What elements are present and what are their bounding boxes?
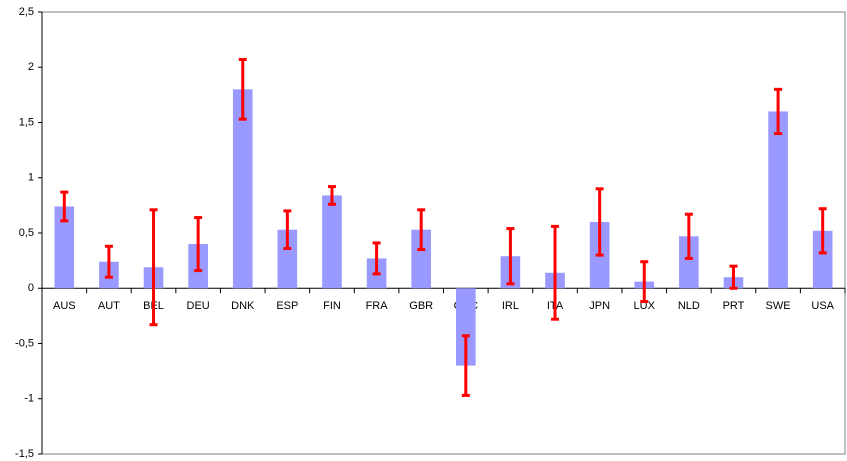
x-tick-label: SWE <box>766 300 791 312</box>
error-bar <box>238 58 247 121</box>
x-tick-label: IRL <box>502 300 519 312</box>
error-bar <box>149 208 158 327</box>
error-bar <box>60 190 69 223</box>
y-tick-label: 2,5 <box>19 6 34 18</box>
error-bar <box>104 244 113 279</box>
error-bar <box>417 208 426 252</box>
x-tick-label: FRA <box>366 300 389 312</box>
error-bar <box>729 264 738 290</box>
y-tick-label: 1,5 <box>19 116 34 128</box>
y-tick-label: 0 <box>28 282 34 294</box>
x-tick-label: PRT <box>723 300 745 312</box>
x-tick-label: DEU <box>187 300 210 312</box>
y-tick-label: 0,5 <box>19 227 34 239</box>
error-bar <box>283 209 292 250</box>
y-tick-label: -1 <box>24 393 34 405</box>
bar <box>679 236 699 289</box>
error-bar <box>461 334 470 397</box>
x-tick-label: NLD <box>678 300 700 312</box>
x-tick-label: LUX <box>634 300 656 312</box>
error-bar <box>684 212 693 260</box>
error-bar <box>194 216 203 273</box>
error-bar <box>551 224 560 321</box>
error-bar <box>327 185 336 206</box>
x-tick-label: USA <box>811 300 834 312</box>
x-tick-label: FIN <box>323 300 341 312</box>
error-bar <box>372 241 381 276</box>
x-tick-label: JPN <box>589 300 610 312</box>
x-tick-label: DNK <box>231 300 255 312</box>
bar <box>812 230 833 289</box>
y-tick-label: 2 <box>28 61 34 73</box>
y-tick-label: -0,5 <box>15 337 34 349</box>
x-tick-label: GBR <box>409 300 433 312</box>
x-tick-label: AUT <box>98 300 120 312</box>
bar <box>232 89 253 289</box>
x-tick-label: AUS <box>53 300 76 312</box>
y-tick-label: 1 <box>28 172 34 184</box>
bar <box>411 229 432 289</box>
y-tick-label: -1,5 <box>15 448 34 460</box>
bar <box>322 195 342 289</box>
bar <box>277 229 298 289</box>
bar <box>768 111 788 289</box>
plot-border <box>41 11 846 455</box>
error-bar <box>506 227 515 286</box>
x-tick-label: ESP <box>276 300 298 312</box>
error-bar <box>595 187 604 257</box>
error-bar <box>774 87 783 136</box>
error-bar <box>818 207 827 255</box>
bar <box>455 288 476 366</box>
error-bar <box>640 260 649 304</box>
bar <box>54 206 75 289</box>
